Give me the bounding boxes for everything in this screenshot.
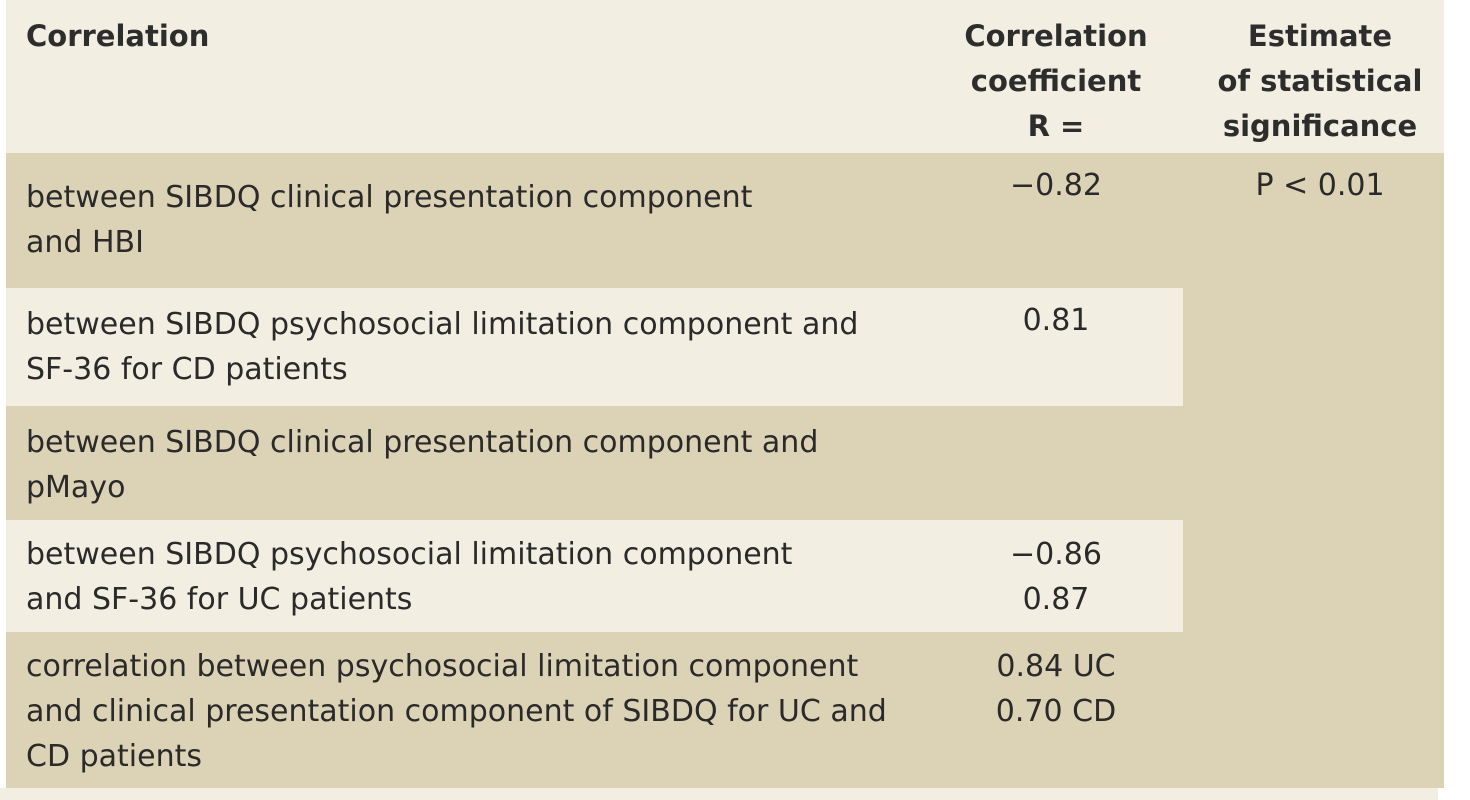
row-label: between SIBDQ psychosocial limitation co…: [26, 302, 858, 392]
row-label-line: and clinical presentation component of S…: [26, 694, 887, 729]
row-label-line: between SIBDQ clinical presentation comp…: [26, 425, 819, 460]
table-row: correlation between psychosocial limitat…: [6, 632, 1183, 788]
row-label: between SIBDQ psychosocial limitation co…: [26, 532, 792, 622]
header-statistical-significance: Estimate of statistical significance: [1202, 14, 1438, 149]
coefficient-value: −0.82: [1010, 168, 1102, 203]
row-coefficient: 0.81: [966, 298, 1146, 343]
table-row: between SIBDQ clinical presentation comp…: [6, 406, 1183, 520]
table-row: between SIBDQ clinical presentation comp…: [6, 153, 1444, 288]
table-row: between SIBDQ psychosocial limitation co…: [6, 520, 1183, 632]
header-correlation: Correlation: [26, 14, 209, 59]
header-coef-line-3: R =: [1027, 109, 1085, 143]
row-label-line: and SF-36 for UC patients: [26, 582, 413, 617]
table-bottom-strip: [0, 788, 1438, 800]
header-sig-line-1: Estimate: [1247, 19, 1393, 53]
coefficient-value: 0.87: [1022, 582, 1090, 617]
header-correlation-coefficient: Correlation coefficient R =: [956, 14, 1156, 149]
row-label-line: SF-36 for CD patients: [26, 352, 348, 387]
header-sig-line-3: significance: [1222, 109, 1418, 143]
coefficient-value: 0.84 UC: [996, 649, 1116, 684]
table-header: Correlation Correlation coefficient R = …: [6, 0, 1444, 153]
table-row: between SIBDQ psychosocial limitation co…: [6, 288, 1183, 406]
row-label: between SIBDQ clinical presentation comp…: [26, 175, 752, 265]
header-coef-line-1: Correlation: [964, 19, 1148, 53]
row-label-line: CD patients: [26, 739, 202, 774]
correlation-table: Correlation Correlation coefficient R = …: [6, 0, 1444, 788]
header-coef-line-2: coefficient: [970, 64, 1142, 98]
row-label-line: between SIBDQ psychosocial limitation co…: [26, 537, 793, 572]
row-label-line: correlation between psychosocial limitat…: [26, 649, 859, 684]
row-coefficient: −0.86 0.87: [966, 532, 1146, 622]
row-coefficient: −0.82: [966, 163, 1146, 208]
header-sig-line-2: of statistical: [1217, 64, 1423, 98]
row-label: correlation between psychosocial limitat…: [26, 644, 887, 779]
row-label-line: and HBI: [26, 225, 144, 260]
row-label-line: pMayo: [26, 470, 126, 505]
header-correlation-text: Correlation: [26, 19, 210, 53]
row-label: between SIBDQ clinical presentation comp…: [26, 420, 818, 510]
coefficient-value: −0.86: [1010, 537, 1102, 572]
significance-value: P < 0.01: [1255, 168, 1385, 203]
row-label-line: between SIBDQ psychosocial limitation co…: [26, 307, 859, 342]
coefficient-value: 0.70 CD: [995, 694, 1117, 729]
row-label-line: between SIBDQ clinical presentation comp…: [26, 180, 753, 215]
coefficient-value: 0.81: [1022, 303, 1090, 338]
row-coefficient: 0.84 UC 0.70 CD: [966, 644, 1146, 734]
